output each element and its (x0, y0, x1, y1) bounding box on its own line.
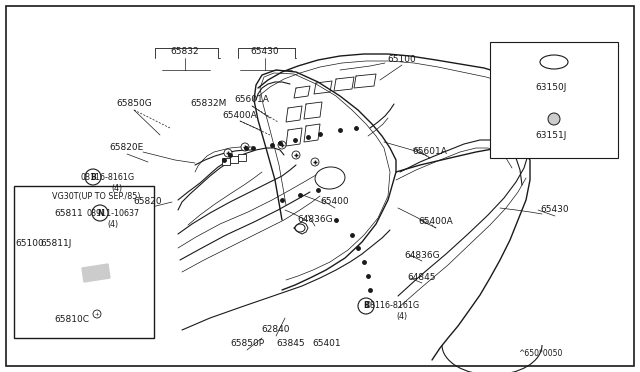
Text: 63845: 63845 (276, 340, 305, 349)
Text: 65401: 65401 (313, 340, 341, 349)
Text: 65810C: 65810C (54, 315, 90, 324)
Bar (230, 156, 238, 163)
Text: 65820E: 65820E (110, 144, 144, 153)
Text: +: + (95, 311, 99, 317)
Text: 65820: 65820 (134, 198, 163, 206)
Text: 65832M: 65832M (191, 99, 227, 109)
Circle shape (292, 151, 300, 159)
Text: ^650*0050: ^650*0050 (518, 349, 562, 357)
Bar (222, 158, 230, 165)
Text: (4): (4) (108, 219, 118, 228)
Text: 64845: 64845 (408, 273, 436, 282)
Circle shape (241, 143, 249, 151)
Text: 65850G: 65850G (116, 99, 152, 109)
Bar (238, 154, 246, 161)
Ellipse shape (295, 224, 305, 232)
Text: 63151J: 63151J (535, 131, 566, 141)
Text: (4): (4) (111, 183, 123, 192)
Circle shape (92, 205, 108, 221)
Text: 65400A: 65400A (223, 110, 257, 119)
Text: 65430: 65430 (251, 48, 279, 57)
Ellipse shape (540, 55, 568, 69)
Circle shape (93, 310, 101, 318)
Bar (490, 42, 618, 158)
Text: 65832: 65832 (171, 48, 199, 57)
Circle shape (224, 149, 232, 157)
Text: 65601A: 65601A (413, 148, 447, 157)
Text: 08911-10637: 08911-10637 (86, 208, 140, 218)
Circle shape (85, 169, 101, 185)
Text: 64836G: 64836G (404, 250, 440, 260)
Text: 65400: 65400 (321, 198, 349, 206)
Text: 62840: 62840 (262, 326, 291, 334)
Text: 65811J: 65811J (40, 238, 72, 247)
Ellipse shape (315, 167, 345, 189)
Text: 65601A: 65601A (235, 96, 269, 105)
Text: 65100: 65100 (15, 238, 44, 247)
Circle shape (548, 113, 560, 125)
Text: 08116-8161G: 08116-8161G (366, 301, 420, 311)
Text: 64836G: 64836G (297, 215, 333, 224)
Text: 65850P: 65850P (230, 340, 264, 349)
Text: VG30T(UP TO SEP./85): VG30T(UP TO SEP./85) (52, 192, 141, 201)
Text: 65400A: 65400A (419, 218, 453, 227)
Text: 65100: 65100 (388, 55, 417, 64)
Polygon shape (82, 264, 110, 282)
Text: 65430: 65430 (541, 205, 570, 215)
Text: 63150J: 63150J (535, 83, 566, 93)
Text: 65811: 65811 (54, 208, 83, 218)
Circle shape (311, 158, 319, 166)
Circle shape (358, 298, 374, 314)
Text: 08116-8161G: 08116-8161G (81, 173, 135, 182)
Text: B: B (90, 173, 96, 182)
Text: B: B (363, 301, 369, 311)
Text: (4): (4) (396, 312, 408, 321)
Circle shape (278, 141, 286, 149)
Bar (14, 186, 154, 338)
Text: N: N (97, 208, 103, 218)
